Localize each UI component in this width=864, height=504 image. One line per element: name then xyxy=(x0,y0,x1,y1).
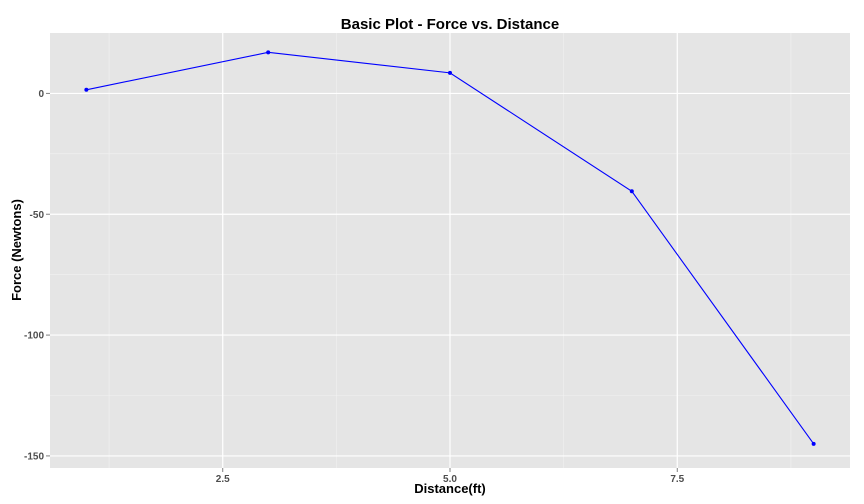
y-tick-label: -50 xyxy=(30,210,45,221)
data-point xyxy=(811,441,816,446)
y-axis-label: Force (Newtons) xyxy=(9,199,24,301)
y-tick-label: -150 xyxy=(24,451,44,462)
y-tick-label: 0 xyxy=(38,89,44,100)
y-tick-label: -100 xyxy=(24,331,44,342)
data-point xyxy=(448,70,452,75)
x-tick-label: 2.5 xyxy=(216,474,230,485)
data-point xyxy=(84,87,89,92)
data-point xyxy=(266,50,271,55)
chart-title: Basic Plot - Force vs. Distance xyxy=(341,16,559,33)
x-tick-label: 5.0 xyxy=(443,474,457,485)
y-axis-ticks: 0 -50 -100 -150 xyxy=(24,89,50,462)
series-layer xyxy=(84,50,816,446)
x-axis-ticks: 2.5 5.0 7.5 xyxy=(216,468,685,485)
x-tick-label: 7.5 xyxy=(670,474,684,485)
x-axis-label: Distance(ft) xyxy=(414,481,486,496)
major-gridlines xyxy=(50,33,850,468)
data-point xyxy=(629,189,634,194)
